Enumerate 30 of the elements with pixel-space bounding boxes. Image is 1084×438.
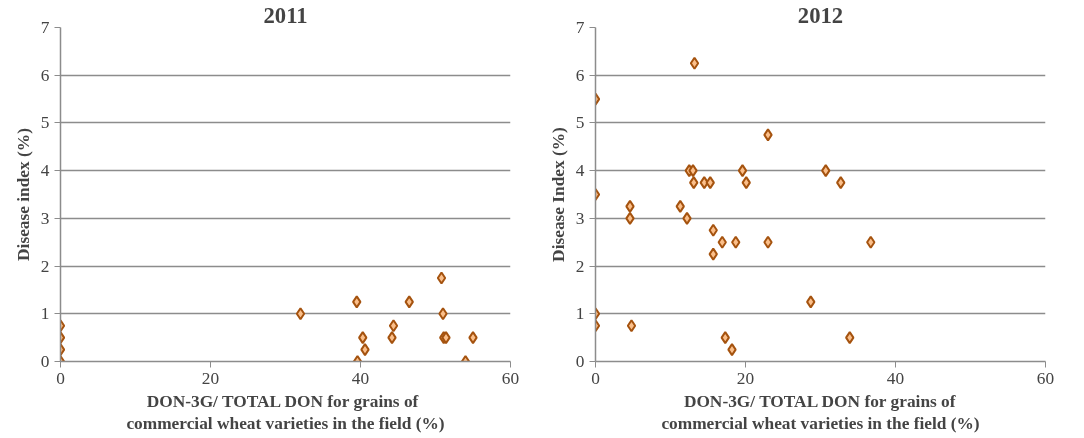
y-tick-label: 0 [575,352,585,371]
y-tick-label: 4 [40,161,50,181]
x-tick-label: 20 [201,368,220,388]
y-tick-label: 2 [575,256,585,276]
y-axis-title: Disease Index (%) [548,126,568,262]
y-tick-label: 4 [575,161,585,181]
y-tick-label: 5 [575,113,585,133]
x-axis-title: DON-3G/ TOTAL DON for grains of commercial wheat varieties in the field (%) [661,391,980,434]
y-axis-title: Disease index (%) [13,127,33,261]
x-tick-label: 60 [501,368,520,388]
x-tick-label: 60 [1036,368,1055,388]
y-tick-label: 3 [40,208,50,228]
x-tick-label: 20 [736,368,755,388]
y-tick-label: 5 [40,113,50,133]
y-tick-label: 2 [40,256,50,276]
x-tick-label: 40 [886,368,905,388]
y-tick-label: 6 [40,65,50,85]
chart-title: 2012 [797,2,844,28]
chart-title: 2011 [263,2,308,28]
x-tick-label: 40 [351,368,370,388]
y-tick-label: 7 [575,18,585,37]
y-tick-label: 6 [575,65,585,85]
y-tick-label: 1 [40,304,50,324]
y-tick-label: 1 [575,304,585,324]
y-tick-label: 3 [575,208,585,228]
y-tick-label: 0 [40,352,50,371]
x-axis-title: DON-3G/ TOTAL DON for grains of commercial wheat varieties in the field (%) [126,391,445,434]
x-tick-label: 0 [56,368,65,388]
x-tick-label: 0 [591,368,600,388]
y-tick-label: 7 [40,18,50,37]
